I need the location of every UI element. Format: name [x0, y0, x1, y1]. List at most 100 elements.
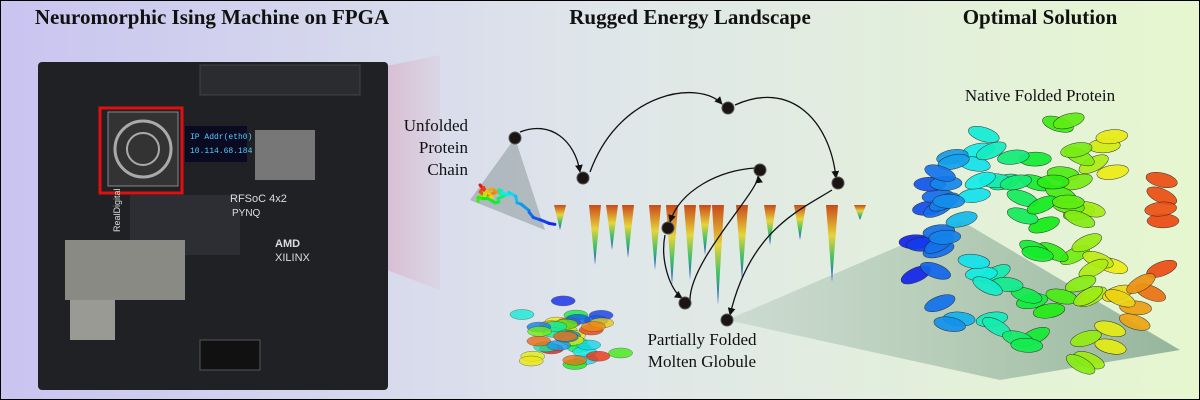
annotation: Protein	[419, 138, 469, 157]
protein-helix	[972, 276, 1003, 296]
globule-helix	[551, 295, 576, 307]
highlight-box	[98, 106, 184, 195]
globule-helix	[527, 326, 552, 337]
fan-guard	[113, 119, 173, 179]
protein-helix	[999, 174, 1032, 191]
board-label: XILINX	[275, 252, 311, 264]
globule-helix	[581, 321, 606, 332]
annotation: Molten Globule	[648, 352, 756, 371]
protein-helix	[1052, 112, 1085, 130]
state-ball	[721, 101, 735, 115]
transition-arrow	[734, 96, 840, 179]
globule-helix	[608, 347, 633, 359]
state-ball	[576, 171, 590, 185]
protein-helix	[1094, 338, 1127, 355]
protein-helix	[924, 294, 956, 313]
protein-helix	[997, 149, 1030, 165]
protein-helix	[1095, 129, 1128, 145]
state-ball	[508, 131, 522, 145]
protein-helix	[928, 229, 962, 245]
protein-helix	[1032, 303, 1066, 319]
protein-helix	[1070, 330, 1102, 347]
transition-arrow	[519, 127, 583, 173]
protein-helix	[1021, 246, 1054, 262]
protein-helix	[1036, 174, 1070, 190]
protein-helix	[968, 125, 1000, 143]
protein-helix	[1073, 285, 1103, 307]
protein-helix	[933, 316, 966, 332]
globule-helix	[553, 331, 578, 342]
board-label: PYNQ	[232, 208, 261, 219]
transition-arrow	[663, 234, 683, 299]
state-ball	[661, 221, 675, 235]
protein-helix	[919, 261, 951, 280]
globule-helix	[585, 351, 611, 362]
protein-helix	[1144, 201, 1177, 217]
state-ball	[678, 296, 692, 310]
protein-helix	[957, 253, 991, 269]
panel-title: Neuromorphic Ising Machine on FPGA	[35, 5, 390, 29]
annotation: Native Folded Protein	[965, 86, 1116, 105]
oled-display	[185, 126, 247, 162]
sfp-cage	[255, 130, 315, 180]
protein-helix	[1126, 273, 1156, 294]
protein-helix	[1064, 275, 1097, 293]
protein-helix	[1052, 194, 1085, 210]
protein-helix	[1104, 289, 1136, 308]
fan-guard	[126, 132, 160, 166]
globule-helix	[519, 355, 544, 367]
energy-well	[699, 205, 711, 255]
board-label: AMD	[275, 238, 300, 250]
protein-helix	[1145, 172, 1178, 188]
protein-helix	[975, 141, 1007, 161]
board-label: RealDigital	[112, 188, 122, 232]
energy-well	[684, 205, 696, 280]
protein-helix	[1064, 210, 1096, 228]
state-ball	[720, 313, 734, 327]
protein-helix	[1060, 142, 1093, 158]
state-ball	[831, 176, 845, 190]
connector	[199, 339, 261, 371]
display-line: IP Addr(eth0)	[190, 133, 252, 142]
energy-well	[622, 205, 634, 258]
panel-title: Rugged Energy Landscape	[569, 5, 811, 29]
globule-helix	[509, 309, 535, 320]
energy-well	[589, 205, 601, 265]
protein-helix	[924, 164, 956, 182]
protein-helix	[1119, 313, 1151, 331]
fpga-board: IP Addr(eth0) 10.114.68.184 RFSoC 4x2 PY…	[38, 62, 388, 390]
transition-arrow	[689, 175, 763, 301]
transition-arrow	[589, 92, 723, 173]
protein-helix	[1010, 338, 1044, 353]
protein-helix	[1078, 258, 1109, 279]
board-label: RFSoC 4x2	[230, 193, 287, 205]
energy-well	[764, 205, 776, 245]
annotation: Unfolded	[404, 116, 469, 135]
energy-well	[606, 205, 618, 250]
protein-helix	[945, 211, 978, 228]
energy-well	[649, 205, 661, 270]
globule-helix	[562, 355, 587, 366]
protein-helix	[1096, 164, 1129, 180]
protein-chain	[519, 202, 531, 212]
energy-well	[826, 205, 838, 282]
state-ball	[753, 163, 767, 177]
panel-title: Optimal Solution	[963, 5, 1118, 29]
protein-helix	[964, 171, 996, 190]
shield	[70, 300, 115, 340]
energy-well	[736, 205, 748, 280]
protein-chain	[547, 221, 557, 226]
transition-arrow	[727, 189, 833, 316]
shield	[65, 240, 185, 300]
energy-well	[854, 205, 866, 220]
display-line: 10.114.68.184	[190, 147, 253, 156]
energy-well	[794, 205, 806, 240]
energy-well	[554, 205, 566, 230]
transition-arrow	[668, 167, 756, 223]
protein-helix	[1071, 233, 1102, 253]
connector	[199, 64, 361, 96]
protein-helix	[1065, 354, 1096, 375]
fan	[107, 111, 179, 187]
energy-well	[712, 205, 724, 305]
